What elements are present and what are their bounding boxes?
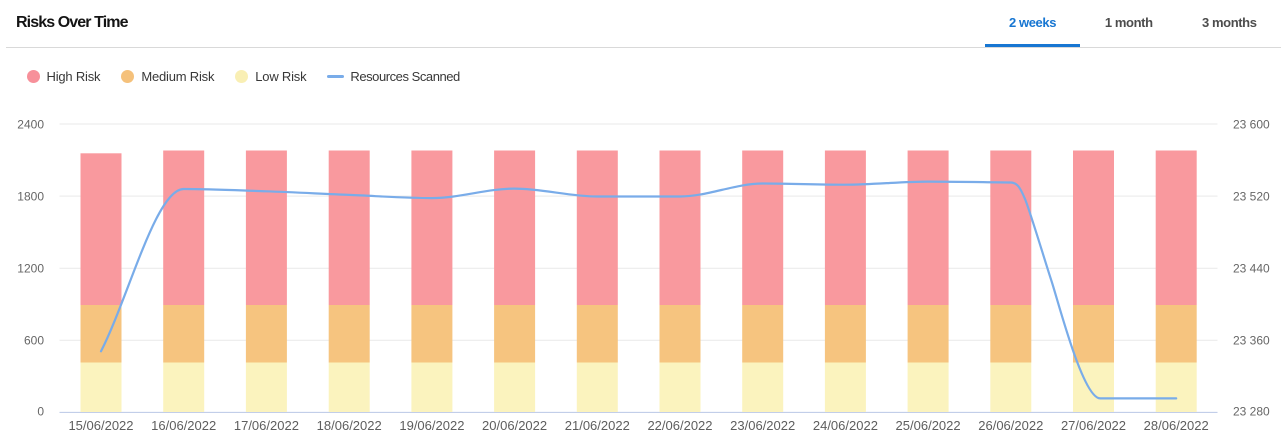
svg-text:0: 0	[37, 405, 44, 419]
svg-text:17/06/2022: 17/06/2022	[234, 418, 299, 433]
svg-text:26/06/2022: 26/06/2022	[978, 418, 1043, 433]
svg-text:27/06/2022: 27/06/2022	[1061, 418, 1126, 433]
svg-text:21/06/2022: 21/06/2022	[565, 418, 630, 433]
svg-text:23 360: 23 360	[1233, 334, 1270, 348]
svg-text:23 280: 23 280	[1233, 405, 1270, 419]
svg-text:24/06/2022: 24/06/2022	[813, 418, 878, 433]
svg-text:1200: 1200	[17, 262, 44, 276]
svg-text:2400: 2400	[17, 118, 44, 132]
svg-text:600: 600	[24, 334, 44, 348]
svg-text:20/06/2022: 20/06/2022	[482, 418, 547, 433]
svg-text:23/06/2022: 23/06/2022	[730, 418, 795, 433]
svg-text:19/06/2022: 19/06/2022	[399, 418, 464, 433]
svg-text:25/06/2022: 25/06/2022	[896, 418, 961, 433]
svg-text:23 600: 23 600	[1233, 118, 1270, 132]
svg-text:23 440: 23 440	[1233, 262, 1270, 276]
svg-text:1800: 1800	[17, 190, 44, 204]
svg-text:15/06/2022: 15/06/2022	[68, 418, 133, 433]
svg-text:23 520: 23 520	[1233, 190, 1270, 204]
svg-text:16/06/2022: 16/06/2022	[151, 418, 216, 433]
svg-text:18/06/2022: 18/06/2022	[317, 418, 382, 433]
svg-text:28/06/2022: 28/06/2022	[1144, 418, 1209, 433]
svg-text:22/06/2022: 22/06/2022	[647, 418, 712, 433]
